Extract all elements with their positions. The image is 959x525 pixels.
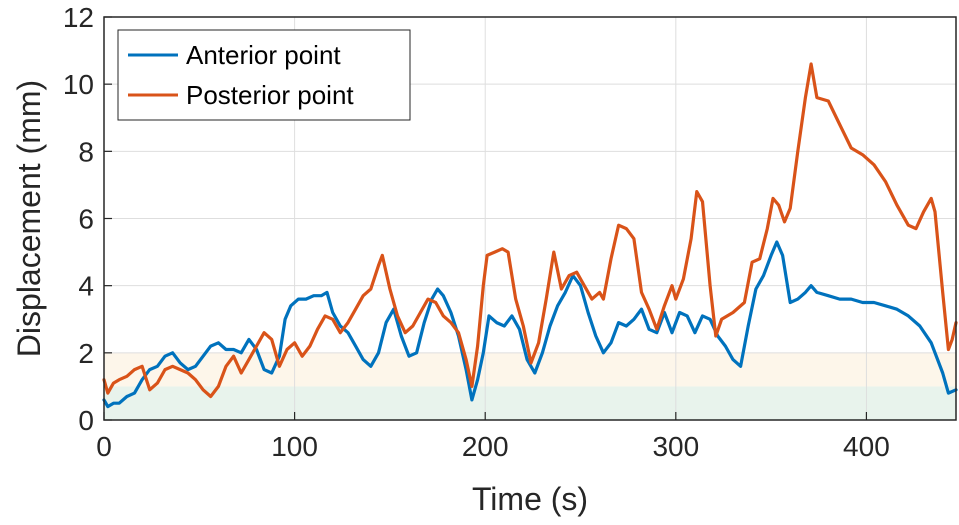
x-tick-label-2: 200: [462, 431, 509, 462]
y-tick-label-0: 0: [78, 405, 94, 436]
band-0: [104, 386, 956, 420]
y-tick-label-3: 6: [78, 204, 94, 235]
y-tick-label-6: 12: [63, 2, 94, 33]
legend: Anterior point Posterior point: [117, 29, 411, 121]
x-tick-label-1: 100: [271, 431, 318, 462]
x-tick-label-3: 300: [652, 431, 699, 462]
x-tick-label-0: 0: [96, 431, 112, 462]
x-axis-ticks: 0 100 200 300 400: [96, 412, 890, 462]
series-line-0: [102, 240, 958, 409]
y-axis-ticks: 0 2 4 6 8 10 12: [63, 2, 112, 436]
y-tick-label-4: 8: [78, 136, 94, 167]
y-tick-label-5: 10: [63, 69, 94, 100]
legend-label-anterior: Anterior point: [186, 40, 341, 70]
legend-label-posterior: Posterior point: [186, 80, 354, 110]
y-tick-label-1: 2: [78, 338, 94, 369]
x-axis-label: Time (s): [472, 481, 588, 517]
x-tick-label-4: 400: [843, 431, 890, 462]
series-line-1: [102, 62, 958, 399]
series-lines: [102, 62, 958, 409]
y-tick-label-2: 4: [78, 271, 94, 302]
legend-box: [117, 29, 411, 121]
y-axis-label: Displacement (mm): [11, 80, 47, 357]
